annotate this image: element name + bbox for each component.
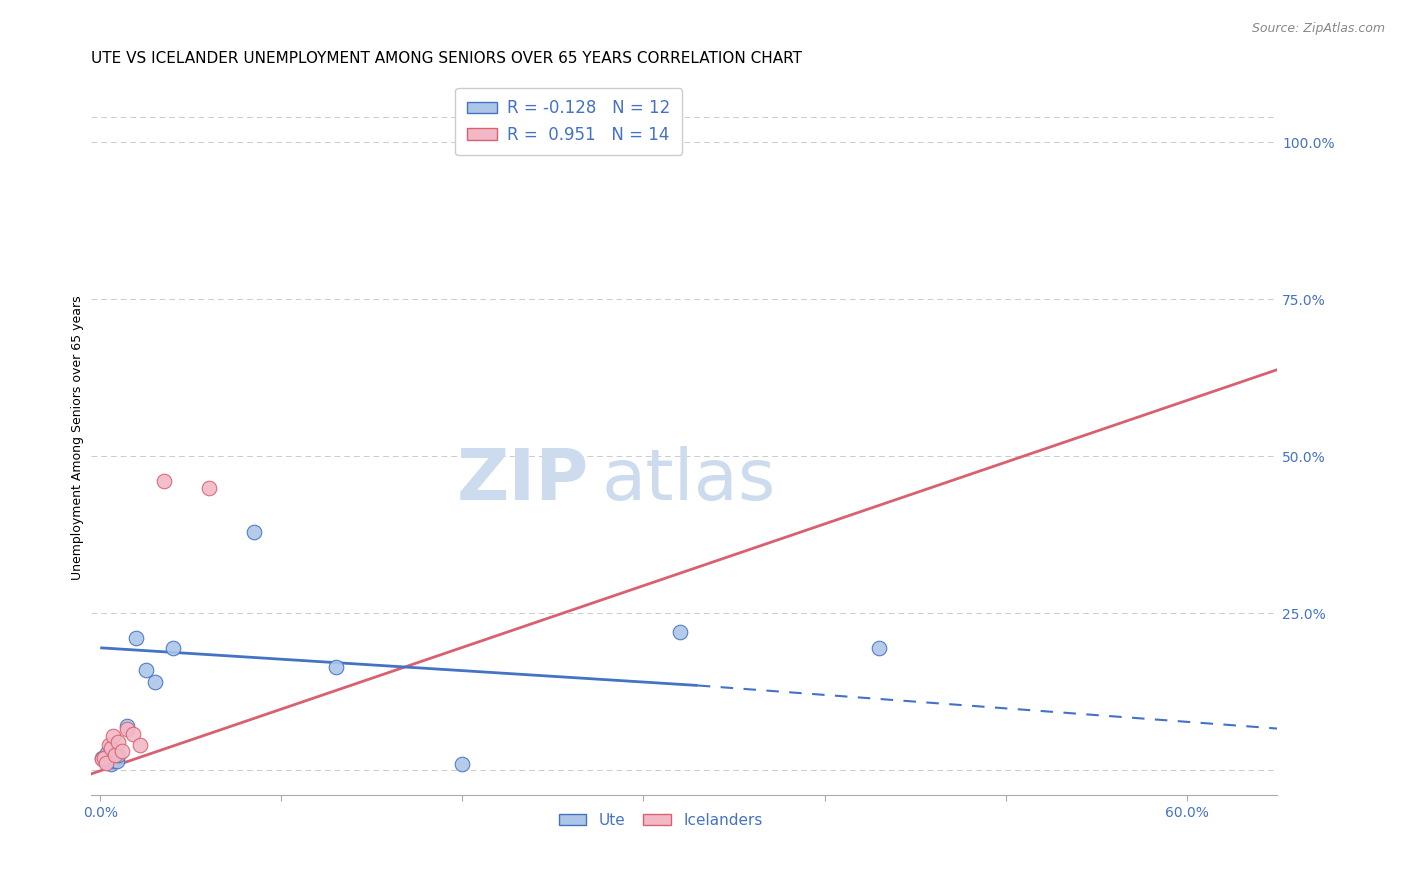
Point (134, 663, 156, 677)
Point (111, 744, 134, 758)
Point (121, 727, 143, 741)
Point (93, 750, 115, 764)
Point (129, 738, 152, 752)
Point (107, 735, 129, 749)
Text: Source: ZipAtlas.com: Source: ZipAtlas.com (1251, 22, 1385, 36)
Point (243, 524, 266, 539)
Point (98, 749, 121, 764)
Point (668, 625, 690, 640)
Point (152, 475, 174, 489)
Point (91, 752, 114, 766)
Point (100, 741, 122, 756)
Text: atlas: atlas (602, 446, 776, 515)
Point (104, 749, 127, 764)
Point (143, 675, 166, 690)
Point (105, 754, 128, 768)
Point (451, 756, 474, 771)
Point (94, 756, 117, 770)
Point (91, 750, 114, 764)
Point (96, 746, 118, 760)
Text: UTE VS ICELANDER UNEMPLOYMENT AMONG SENIORS OVER 65 YEARS CORRELATION CHART: UTE VS ICELANDER UNEMPLOYMENT AMONG SENI… (91, 51, 803, 66)
Point (101, 729, 124, 743)
Y-axis label: Unemployment Among Seniors over 65 years: Unemployment Among Seniors over 65 years (72, 295, 84, 580)
Point (100, 756, 122, 771)
Point (125, 632, 148, 646)
Point (117, 719, 139, 733)
Point (162, 640, 184, 655)
Point (198, 481, 221, 495)
Point (104, 747, 127, 762)
Point (325, 659, 347, 673)
Point (98, 738, 121, 752)
Point (107, 747, 129, 762)
Point (101, 754, 124, 768)
Text: ZIP: ZIP (457, 446, 589, 515)
Point (117, 723, 139, 737)
Point (94, 754, 117, 768)
Legend: Ute, Icelanders: Ute, Icelanders (553, 807, 769, 834)
Point (868, 640, 890, 655)
